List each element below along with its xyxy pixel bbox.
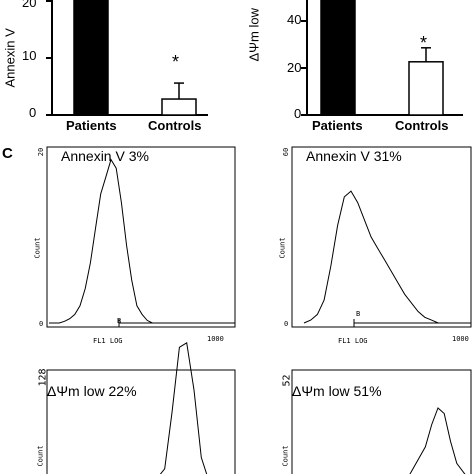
histogram-2-curve: [303, 190, 439, 324]
bar-chart-2-ytick-20: 20: [287, 60, 302, 75]
hist-4-title: ΔΨm low 51%: [292, 383, 382, 399]
bar-chart-1-category-controls: Controls: [148, 118, 202, 133]
bar-chart-2-category-patients: Patients: [312, 118, 363, 133]
bar-chart-2-bar-controls: [408, 61, 444, 116]
histogram-2-frame: [291, 146, 472, 328]
hist-2-ytick-bottom: 0: [284, 320, 289, 328]
hist-3-title: ΔΨm low 22%: [47, 383, 137, 399]
bar-chart-2-ytick-0: 0: [294, 106, 302, 121]
histogram-4-curve: [409, 407, 466, 474]
hist-1-ytick-bottom: 0: [39, 320, 44, 328]
hist-2-title: Annexin V 31%: [306, 148, 402, 164]
hist-2-xlabel: FL1 LOG: [338, 337, 368, 345]
bar-chart-2-category-controls: Controls: [395, 118, 449, 133]
panel-label-c: C: [2, 145, 13, 162]
bar-chart-1-ytick-0: 0: [29, 105, 37, 120]
hist-1-title: Annexin V 3%: [61, 148, 149, 164]
hist-2-gate-label: B: [356, 310, 361, 318]
histogram-1-curve: [49, 158, 153, 324]
bar-chart-1-ytick-20: 20: [22, 0, 37, 10]
bar-chart-2-ytick-40: 40: [287, 12, 302, 27]
hist-1-xlabel: FL1 LOG: [93, 337, 123, 345]
bar-chart-1-ytick-10: 10: [22, 48, 37, 63]
hist-1-xtick-1000: 1000: [207, 335, 224, 343]
histogram-3-frame: [46, 369, 236, 474]
bar-chart-1-category-patients: Patients: [66, 118, 117, 133]
bar-chart-2-asterisk: *: [420, 33, 428, 53]
hist-2-xtick-1000: 1000: [452, 335, 469, 343]
histogram-3-curve: [159, 341, 208, 474]
bar-chart-1-bar-controls: [161, 98, 197, 116]
bar-chart-2-bar-patients: [320, 0, 356, 116]
bar-chart-1-asterisk: *: [172, 52, 180, 72]
histogram-1-frame: [46, 146, 236, 328]
histogram-4-frame: [291, 369, 472, 474]
bar-chart-1-bar-patients: [73, 0, 109, 116]
